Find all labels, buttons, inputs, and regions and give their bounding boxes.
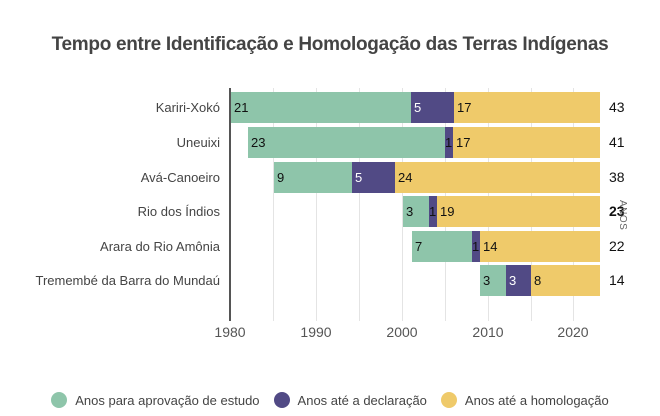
row-label: Arara do Rio Amônia	[100, 239, 220, 254]
bar-segment-estudo[interactable]: 7	[412, 231, 472, 262]
legend-item-homologacao[interactable]: Anos até a homologação	[440, 392, 609, 408]
row-label: Tremembé da Barra do Mundaú	[35, 273, 220, 288]
row-label: Uneuixi	[176, 135, 220, 150]
legend-item-estudo[interactable]: Anos para aprovação de estudo	[51, 392, 260, 408]
legend-swatch-icon	[51, 392, 68, 408]
x-tick-label: 2000	[386, 324, 418, 340]
legend-label: Anos até a declaração	[297, 392, 427, 408]
row-total: 14	[609, 272, 625, 288]
row-label: Rio dos Índios	[137, 204, 220, 219]
totals-axis-label: ANOS	[617, 200, 628, 231]
gridline	[359, 88, 360, 321]
bar-segment-declaracao[interactable]: 1	[429, 196, 437, 227]
bar-segment-declaracao[interactable]: 5	[411, 92, 454, 123]
bar-segment-estudo[interactable]: 9	[274, 162, 352, 193]
row-label: Avá-Canoeiro	[140, 170, 220, 185]
legend-swatch-icon	[440, 392, 457, 408]
bar-segment-homologacao[interactable]: 19	[437, 196, 600, 227]
bar-segment-homologacao[interactable]: 24	[395, 162, 600, 193]
bar-segment-homologacao[interactable]: 8	[531, 265, 600, 296]
legend-label: Anos para aprovação de estudo	[75, 392, 260, 408]
bar-segment-estudo[interactable]: 21	[231, 92, 411, 123]
chart-title: Tempo entre Identificação e Homologação …	[51, 34, 609, 55]
legend-label: Anos até a homologação	[464, 392, 609, 408]
bar-segment-homologacao[interactable]: 17	[454, 92, 600, 123]
bar-segment-estudo[interactable]: 3	[403, 196, 429, 227]
bar-segment-declaracao[interactable]: 3	[506, 265, 531, 296]
gridline	[316, 88, 317, 321]
bar-segment-homologacao[interactable]: 14	[480, 231, 600, 262]
bar-segment-estudo[interactable]: 3	[480, 265, 506, 296]
x-tick-label: 2010	[472, 324, 504, 340]
bar-segment-declaracao[interactable]: 1	[472, 231, 480, 262]
row-total: 22	[609, 238, 625, 254]
x-tick-label: 1980	[214, 324, 246, 340]
row-total: 43	[609, 99, 625, 115]
row-total: 23	[609, 203, 625, 219]
row-total: 41	[609, 134, 625, 150]
x-tick-label: 2020	[557, 324, 589, 340]
bar-segment-homologacao[interactable]: 17	[453, 127, 600, 158]
legend: Anos para aprovação de estudo Anos até a…	[0, 392, 660, 408]
row-label: Kariri-Xokó	[155, 100, 220, 115]
legend-item-declaracao[interactable]: Anos até a declaração	[273, 392, 427, 408]
legend-swatch-icon	[273, 392, 290, 408]
x-tick-label: 1990	[300, 324, 332, 340]
y-axis-line	[229, 88, 231, 321]
gridline	[273, 88, 274, 321]
row-total: 38	[609, 169, 625, 185]
bar-segment-declaracao[interactable]: 1	[445, 127, 453, 158]
gridline	[402, 88, 403, 321]
bar-segment-declaracao[interactable]: 5	[352, 162, 395, 193]
bar-segment-estudo[interactable]: 23	[248, 127, 445, 158]
